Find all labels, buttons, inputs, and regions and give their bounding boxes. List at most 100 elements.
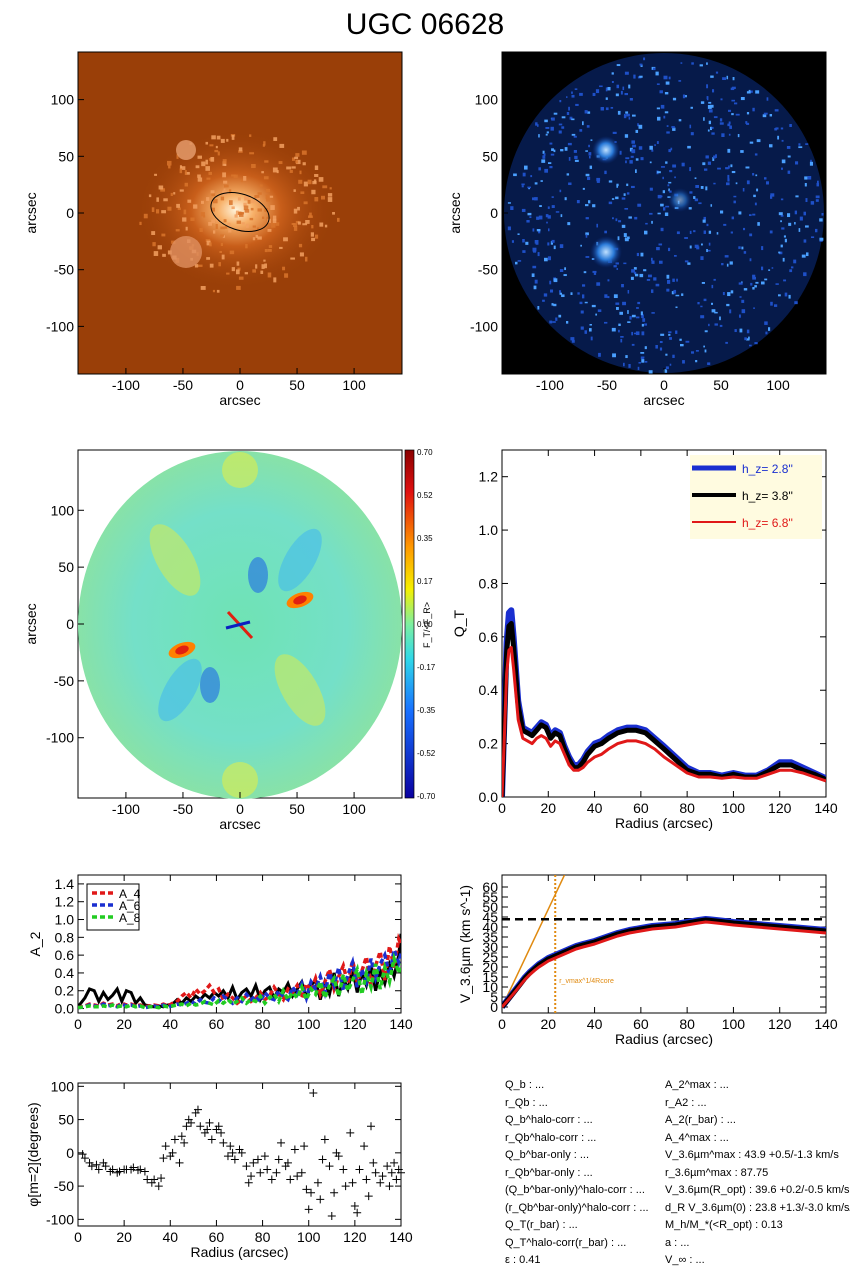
speckle <box>215 224 218 229</box>
speckle <box>522 172 526 177</box>
speckle <box>537 306 540 310</box>
speckle <box>584 110 588 114</box>
speckle <box>679 338 682 341</box>
speckle <box>708 101 712 104</box>
speckle <box>327 197 333 202</box>
stat-v-ropt: V_3.6µm(R_opt) : 39.6 +0.2/-0.5 km/s <box>665 1184 850 1196</box>
speckle <box>688 207 692 210</box>
speckle <box>681 162 685 167</box>
speckle <box>644 346 647 350</box>
speckle <box>728 121 731 124</box>
stat-qt-halo-rbar: Q_T^halo-corr(r_bar) : ... <box>505 1236 627 1249</box>
phase-point <box>313 1178 322 1187</box>
speckle <box>689 191 693 194</box>
x-tick-label: 60 <box>209 1229 225 1245</box>
speckle <box>663 370 668 373</box>
speckle <box>620 90 623 95</box>
speckle <box>815 228 818 233</box>
speckle <box>536 216 540 220</box>
speckle <box>752 173 755 176</box>
speckle <box>255 214 258 217</box>
colorbar-tick-label: -0.52 <box>417 749 436 758</box>
y-tick-label: 0.8 <box>479 575 499 591</box>
speckle <box>693 196 696 199</box>
speckle <box>708 323 710 327</box>
speckle <box>611 198 615 200</box>
speckle <box>761 266 764 271</box>
speckle <box>151 231 156 236</box>
speckle <box>559 290 562 293</box>
speckle <box>527 212 532 216</box>
speckle <box>209 263 214 268</box>
speckle <box>219 251 222 254</box>
speckle <box>700 186 704 189</box>
speckle <box>167 206 172 211</box>
y-tick-label: 0.8 <box>55 929 75 945</box>
speckle <box>538 229 541 234</box>
speckle <box>187 199 192 203</box>
speckle <box>574 159 579 162</box>
y-tick-label: 50 <box>58 148 74 164</box>
speckle <box>534 182 538 185</box>
speckle <box>763 112 768 115</box>
colorbar-tick-label: 0.52 <box>417 491 433 500</box>
x-axis-label: Radius (arcsec) <box>615 1031 713 1047</box>
speckle <box>533 251 537 253</box>
speckle <box>706 223 709 227</box>
stat-drv: d_R V_3.6µm(0) : 23.8 +1.3/-3.0 km/s/kpc <box>665 1201 850 1214</box>
speckle <box>262 216 265 219</box>
speckle <box>566 96 568 98</box>
speckle <box>210 190 215 194</box>
speckle <box>632 144 637 148</box>
y-axis-label: arcsec <box>23 603 39 644</box>
speckle <box>644 323 648 326</box>
speckle <box>292 157 295 161</box>
phase-point <box>115 1167 124 1176</box>
speckle <box>670 147 673 151</box>
speckle <box>748 336 750 340</box>
y-tick-label: 60 <box>482 879 498 895</box>
phase-point <box>263 1165 272 1174</box>
speckle <box>671 126 675 129</box>
speckle <box>703 345 705 348</box>
speckle <box>779 251 783 255</box>
speckle <box>739 314 741 318</box>
speckle <box>600 107 604 111</box>
x-tick-label: 0 <box>660 377 668 393</box>
speckle <box>185 226 188 231</box>
stat-r-qb-bar-halo: (r_Qb^bar-only)^halo-corr : ... <box>505 1201 649 1214</box>
speckle <box>733 200 736 204</box>
speckle <box>208 171 212 175</box>
x-tick-label: 60 <box>209 1016 225 1032</box>
speckle <box>752 276 757 280</box>
phase-point <box>350 1202 359 1211</box>
speckle <box>295 220 300 224</box>
speckle <box>780 198 784 201</box>
speckle <box>644 361 648 363</box>
speckle <box>626 183 629 187</box>
speckle <box>244 196 250 200</box>
speckle <box>631 331 634 336</box>
residual-knot <box>668 188 692 212</box>
y-tick-label: 0.2 <box>55 983 75 999</box>
speckle <box>252 225 256 228</box>
stat-q-b-bar-halo: (Q_b^bar-only)^halo-corr : ... <box>505 1184 645 1196</box>
speckle <box>663 75 668 80</box>
speckle <box>290 257 295 260</box>
speckle <box>312 180 317 185</box>
speckle <box>719 118 723 122</box>
speckle <box>238 276 244 280</box>
speckle <box>716 232 719 235</box>
speckle <box>616 64 621 67</box>
phase-point <box>205 1118 214 1127</box>
speckle <box>633 332 637 335</box>
phase-point <box>390 1158 399 1167</box>
speckle <box>700 101 705 104</box>
speckle <box>532 197 536 201</box>
speckle <box>733 195 737 198</box>
stat-r-qb: r_Qb : ... <box>505 1096 548 1109</box>
speckle <box>687 262 691 265</box>
speckle <box>704 349 707 353</box>
stat-q-b-halo: Q_b^halo-corr : ... <box>505 1114 593 1126</box>
speckle <box>786 146 791 149</box>
